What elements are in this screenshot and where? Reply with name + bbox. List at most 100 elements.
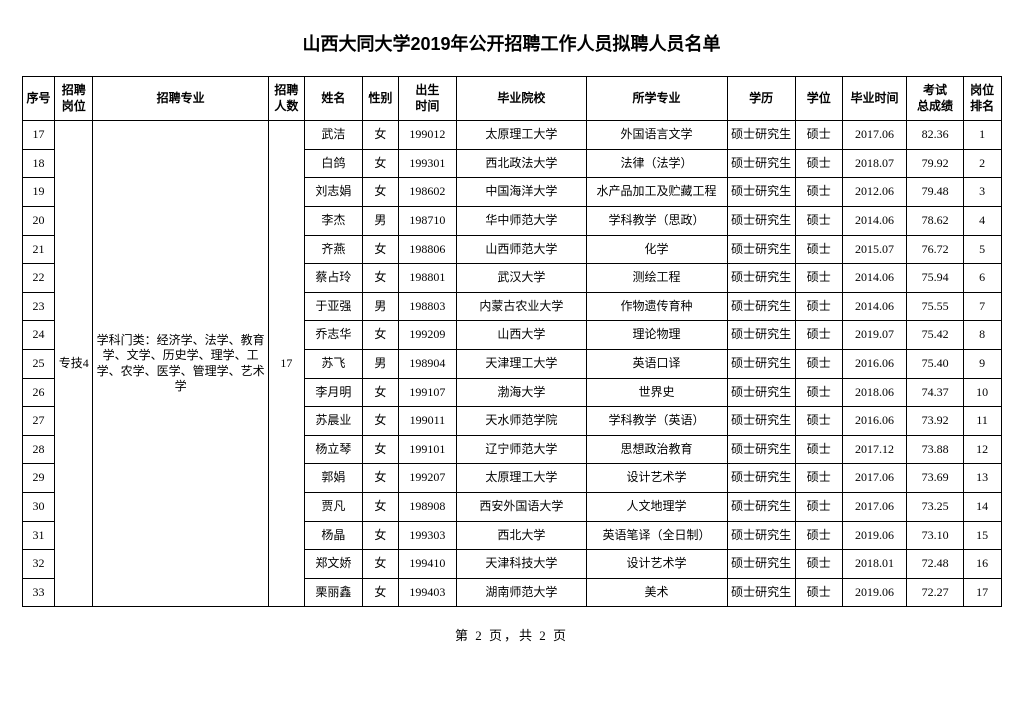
cell-rank: 1 [963, 121, 1001, 150]
header-edu: 学历 [727, 77, 795, 121]
cell-seq: 21 [22, 235, 55, 264]
cell-name: 白鸽 [304, 149, 363, 178]
header-school: 毕业院校 [457, 77, 586, 121]
cell-degree: 硕士 [795, 550, 842, 579]
cell-degree: 硕士 [795, 578, 842, 607]
cell-seq: 32 [22, 550, 55, 579]
cell-score: 75.42 [907, 321, 963, 350]
cell-rank: 4 [963, 206, 1001, 235]
cell-edu: 硕士研究生 [727, 349, 795, 378]
cell-school: 山西大学 [457, 321, 586, 350]
cell-edu: 硕士研究生 [727, 149, 795, 178]
cell-seq: 22 [22, 264, 55, 293]
cell-birth: 198710 [398, 206, 457, 235]
cell-seq: 33 [22, 578, 55, 607]
cell-score: 73.88 [907, 435, 963, 464]
cell-study: 人文地理学 [586, 492, 727, 521]
cell-rank: 8 [963, 321, 1001, 350]
cell-gradtime: 2018.07 [842, 149, 907, 178]
cell-seq: 31 [22, 521, 55, 550]
cell-seq: 23 [22, 292, 55, 321]
cell-seq: 26 [22, 378, 55, 407]
cell-degree: 硕士 [795, 321, 842, 350]
cell-study: 水产品加工及贮藏工程 [586, 178, 727, 207]
cell-score: 76.72 [907, 235, 963, 264]
cell-study: 法律（法学） [586, 149, 727, 178]
cell-gender: 男 [363, 349, 398, 378]
cell-study: 学科教学（思政） [586, 206, 727, 235]
cell-birth: 199011 [398, 407, 457, 436]
cell-study: 测绘工程 [586, 264, 727, 293]
cell-school: 西北政法大学 [457, 149, 586, 178]
cell-name: 李杰 [304, 206, 363, 235]
cell-school: 西安外国语大学 [457, 492, 586, 521]
cell-degree: 硕士 [795, 206, 842, 235]
cell-degree: 硕士 [795, 178, 842, 207]
cell-rank: 15 [963, 521, 1001, 550]
header-gender: 性别 [363, 77, 398, 121]
cell-degree: 硕士 [795, 464, 842, 493]
cell-degree: 硕士 [795, 492, 842, 521]
cell-study: 作物遗传育种 [586, 292, 727, 321]
cell-gender: 女 [363, 492, 398, 521]
cell-gender: 男 [363, 292, 398, 321]
cell-edu: 硕士研究生 [727, 378, 795, 407]
cell-rank: 13 [963, 464, 1001, 493]
cell-birth: 198803 [398, 292, 457, 321]
cell-rank: 10 [963, 378, 1001, 407]
cell-edu: 硕士研究生 [727, 292, 795, 321]
cell-seq: 20 [22, 206, 55, 235]
cell-name: 武洁 [304, 121, 363, 150]
page-title: 山西大同大学2019年公开招聘工作人员拟聘人员名单 [22, 30, 1002, 56]
cell-school: 华中师范大学 [457, 206, 586, 235]
cell-gradtime: 2017.06 [842, 464, 907, 493]
cell-edu: 硕士研究生 [727, 264, 795, 293]
cell-gender: 女 [363, 407, 398, 436]
cell-school: 武汉大学 [457, 264, 586, 293]
cell-count: 17 [269, 121, 304, 607]
cell-gender: 男 [363, 206, 398, 235]
cell-edu: 硕士研究生 [727, 464, 795, 493]
cell-score: 75.40 [907, 349, 963, 378]
cell-seq: 30 [22, 492, 55, 521]
cell-gender: 女 [363, 464, 398, 493]
cell-school: 西北大学 [457, 521, 586, 550]
cell-name: 栗丽鑫 [304, 578, 363, 607]
cell-gradtime: 2017.06 [842, 121, 907, 150]
cell-gradtime: 2019.06 [842, 521, 907, 550]
header-rank: 岗位 排名 [963, 77, 1001, 121]
cell-seq: 24 [22, 321, 55, 350]
recruitment-table: 序号 招聘 岗位 招聘专业 招聘 人数 姓名 性别 出生 时间 毕业院校 所学专… [22, 76, 1002, 607]
cell-school: 天水师范学院 [457, 407, 586, 436]
cell-school: 天津理工大学 [457, 349, 586, 378]
cell-edu: 硕士研究生 [727, 435, 795, 464]
cell-degree: 硕士 [795, 378, 842, 407]
cell-score: 73.69 [907, 464, 963, 493]
cell-degree: 硕士 [795, 121, 842, 150]
cell-seq: 28 [22, 435, 55, 464]
header-gradtime: 毕业时间 [842, 77, 907, 121]
cell-name: 刘志娟 [304, 178, 363, 207]
cell-seq: 18 [22, 149, 55, 178]
cell-degree: 硕士 [795, 292, 842, 321]
cell-degree: 硕士 [795, 407, 842, 436]
cell-gender: 女 [363, 378, 398, 407]
cell-name: 郑文娇 [304, 550, 363, 579]
cell-rank: 16 [963, 550, 1001, 579]
cell-study: 世界史 [586, 378, 727, 407]
cell-edu: 硕士研究生 [727, 407, 795, 436]
cell-edu: 硕士研究生 [727, 492, 795, 521]
cell-gender: 女 [363, 578, 398, 607]
cell-study: 美术 [586, 578, 727, 607]
cell-school: 湖南师范大学 [457, 578, 586, 607]
header-birth: 出生 时间 [398, 77, 457, 121]
cell-school: 太原理工大学 [457, 121, 586, 150]
cell-position: 专技4 [55, 121, 93, 607]
cell-degree: 硕士 [795, 521, 842, 550]
cell-name: 于亚强 [304, 292, 363, 321]
cell-degree: 硕士 [795, 264, 842, 293]
table-body: 17专技4学科门类：经济学、法学、教育学、文学、历史学、理学、工学、农学、医学、… [22, 121, 1001, 607]
cell-degree: 硕士 [795, 149, 842, 178]
cell-study: 思想政治教育 [586, 435, 727, 464]
cell-degree: 硕士 [795, 435, 842, 464]
